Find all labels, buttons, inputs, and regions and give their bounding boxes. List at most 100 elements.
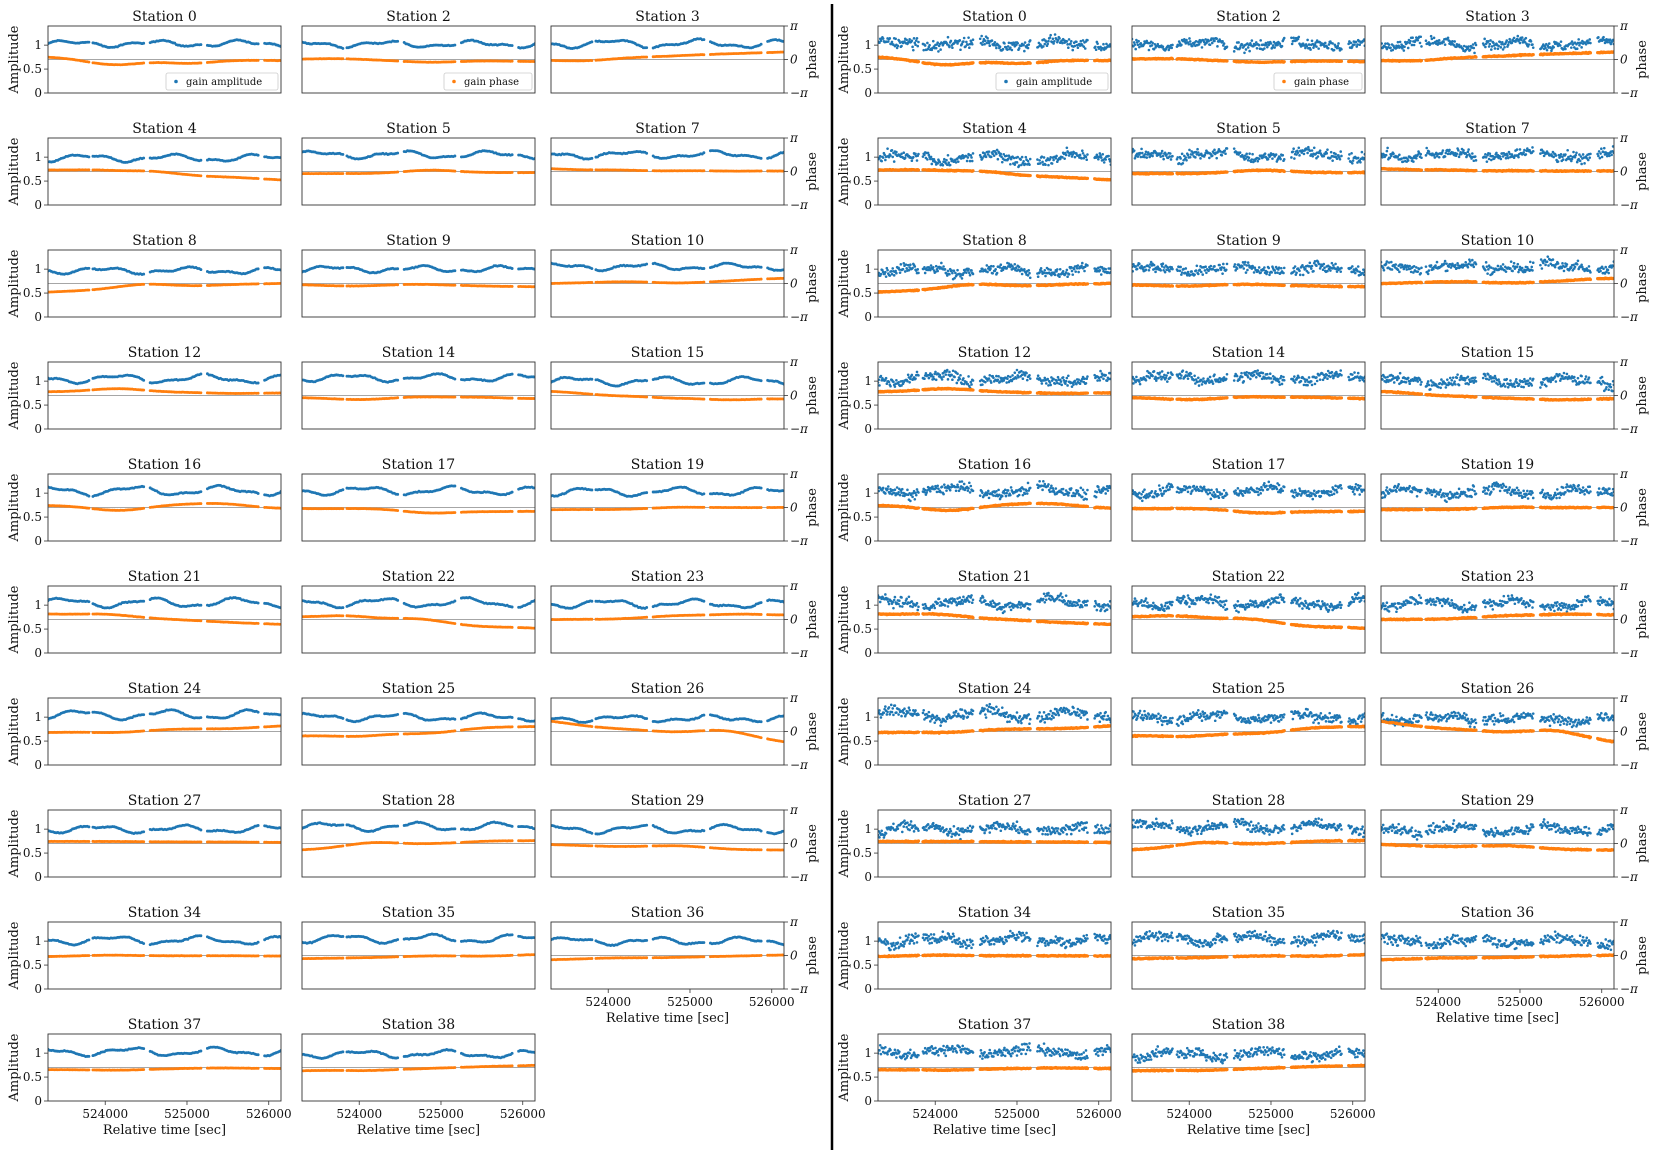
phase-point [87,612,91,616]
subplot-title: Station 8 [132,233,196,249]
amplitude-point [510,267,514,270]
phase-point [702,397,706,401]
phase-point [590,59,594,63]
axes-frame [47,249,282,318]
amplitude-point [453,269,457,273]
phase-point [510,510,514,513]
phase-point [87,506,91,510]
phase-point [87,60,91,64]
subplot-title: Station 15 [631,345,704,361]
legend-label: gain amplitude [186,77,262,88]
subplot-title: Station 19 [631,457,704,473]
phase-point [142,615,146,619]
plot-area [302,263,535,289]
plot-area [302,372,535,402]
axes-frame [301,585,536,654]
amplitude-point [759,156,763,160]
legend-marker [174,79,178,84]
amplitude-point [590,267,594,270]
phase-point [256,391,260,395]
amp-tick-label: 0.5 [23,286,42,300]
subplot-title: Station 4 [132,121,197,137]
amplitude-point [510,153,514,157]
phase-tick-label: −π [790,310,809,324]
plot-area [48,152,281,182]
phase-point [759,51,763,55]
phase-point [759,613,763,616]
amplitude-point [702,381,706,385]
axes-frame [301,25,536,94]
amplitude-point [396,598,400,602]
subplot-title: Station 17 [382,457,455,473]
phase-point [510,396,514,400]
amplitude-point [142,485,146,489]
phase-point [142,506,146,510]
legend-marker [452,79,456,84]
phase-tick-label: 0 [790,501,798,515]
amplitude-point [590,156,594,160]
amplitude-point [142,41,146,45]
amplitude-point [256,42,260,46]
subplot-left-station-5: Station 5 [301,121,536,206]
subplot-title: Station 24 [128,681,201,697]
phase-point [199,391,203,395]
phase-point [645,169,649,173]
phase-point [645,507,649,510]
amp-tick-label: 1 [34,262,42,276]
phase-point [510,284,514,288]
phase-point [702,280,706,284]
amplitude-point [396,39,400,43]
plot-area [302,595,535,630]
y-label-amplitude: Amplitude [7,137,22,206]
y-label-phase: phase [805,376,820,415]
plot-area [551,375,784,402]
amplitude-point [87,40,91,44]
axes-frame [301,249,536,318]
amplitude-point [759,601,763,604]
axes-frame [47,473,282,542]
amplitude-point [87,600,91,604]
amplitude-point [510,490,514,494]
amplitude-point [87,155,91,159]
amplitude-point [199,603,203,607]
phase-point [645,55,649,59]
amplitude-point [702,267,706,270]
amplitude-point [341,488,345,492]
phase-point [199,61,203,65]
phase-tick-label: 0 [790,165,798,179]
amplitude-point [510,44,514,47]
amplitude-point [87,494,91,498]
subplot-left-station-14: Station 14 [301,345,536,430]
phase-tick-label: −π [790,422,809,436]
phase-tick-label: −π [790,198,809,212]
amp-tick-label: 0 [34,646,42,660]
amp-tick-label: 1 [34,374,42,388]
amplitude-point [590,40,594,44]
amplitude-point [396,267,400,271]
subplot-title: Station 22 [382,569,455,585]
legend-gain-amplitude: gain amplitude [165,72,279,91]
phase-point [590,168,594,172]
phase-point [702,505,706,509]
axes-frame [47,25,282,94]
amp-tick-label: 0 [34,422,42,436]
amplitude-point [256,267,260,271]
phase-point [510,625,514,629]
y-label-phase: phase [805,264,820,303]
phase-point [87,388,91,392]
phase-point [759,506,763,510]
amp-tick-label: 1 [34,486,42,500]
phase-point [645,395,649,399]
amplitude-point [453,377,457,381]
subplot-title: Station 9 [386,233,450,249]
phase-tick-label: π [789,355,799,369]
amplitude-point [256,381,260,385]
amplitude-point [759,379,763,383]
amplitude-point [199,268,203,272]
phase-point [256,282,260,286]
plot-area [551,485,784,512]
